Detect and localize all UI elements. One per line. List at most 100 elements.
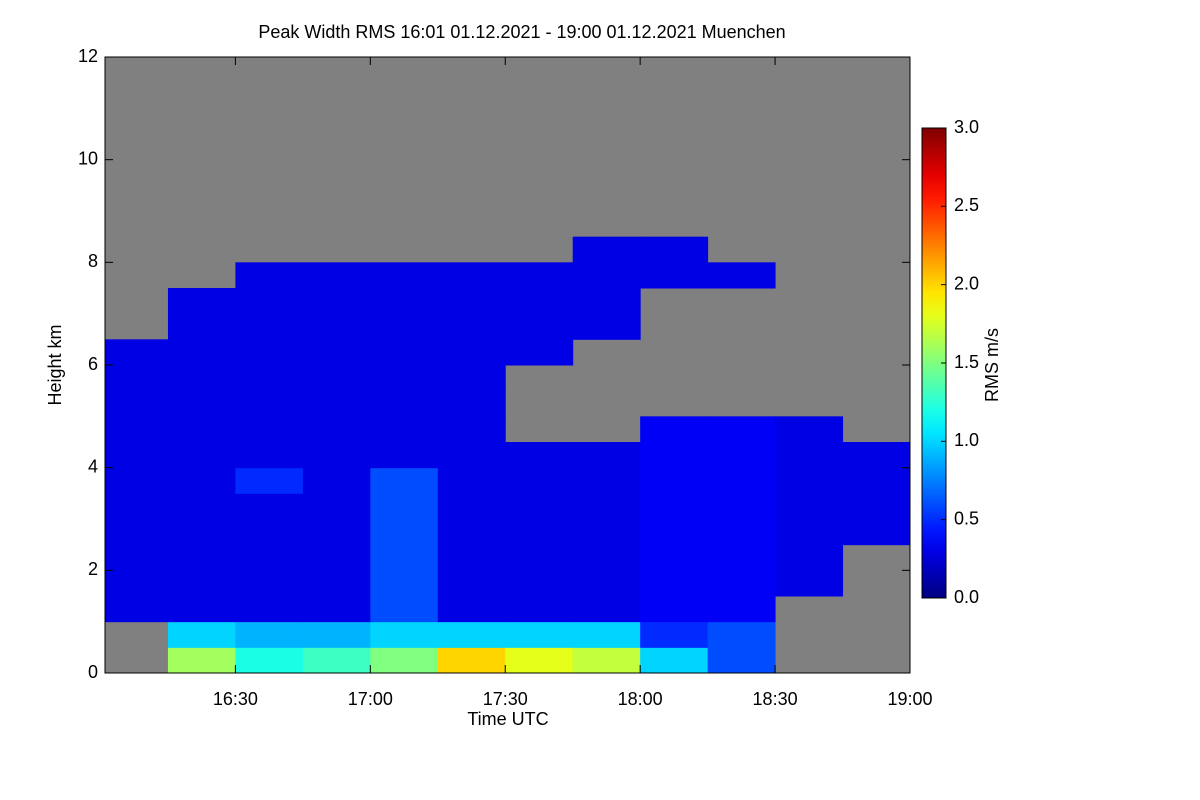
heatmap-cell — [640, 519, 709, 546]
heatmap-cell — [105, 570, 169, 597]
heatmap-cell — [235, 493, 304, 520]
heatmap-cell — [437, 390, 506, 417]
heatmap-cell — [105, 390, 169, 417]
heatmap-cell — [302, 339, 371, 366]
colorbar-tick-label: 1.5 — [954, 352, 979, 372]
heatmap-cell — [167, 390, 236, 417]
heatmap-cell — [105, 519, 169, 546]
heatmap-cell — [370, 313, 439, 340]
x-tick-label: 19:00 — [887, 689, 932, 709]
heatmap-cell — [572, 596, 641, 623]
heatmap-cell — [572, 570, 641, 597]
heatmap-cell — [105, 339, 169, 366]
heatmap-cell — [105, 442, 169, 469]
x-tick-label: 16:30 — [213, 689, 258, 709]
heatmap-cell — [437, 313, 506, 340]
heatmap-cell — [370, 647, 439, 673]
heatmap-cell — [707, 544, 776, 571]
colorbar-tick-label: 1.0 — [954, 430, 979, 450]
y-tick-label: 10 — [78, 148, 98, 168]
heatmap-cell — [707, 570, 776, 597]
heatmap-cell — [707, 467, 776, 494]
heatmap-cells — [105, 236, 910, 673]
colorbar-tick-label: 3.0 — [954, 117, 979, 137]
heatmap-cell — [302, 544, 371, 571]
heatmap-cell — [775, 570, 844, 597]
heatmap-cell — [370, 621, 439, 648]
heatmap-cell — [167, 288, 236, 315]
heatmap-cell — [707, 647, 776, 673]
x-tick-label: 17:30 — [483, 689, 528, 709]
heatmap-cell — [640, 596, 709, 623]
heatmap-cell — [302, 416, 371, 443]
heatmap-cell — [707, 621, 776, 648]
heatmap-cell — [370, 442, 439, 469]
heatmap-cell — [572, 442, 641, 469]
y-tick-label: 12 — [78, 46, 98, 66]
y-tick-label: 0 — [88, 662, 98, 682]
heatmap-cell — [235, 390, 304, 417]
colorbar-tick-label: 2.5 — [954, 195, 979, 215]
heatmap-cell — [235, 339, 304, 366]
heatmap-cell — [842, 519, 910, 546]
heatmap-cell — [640, 416, 709, 443]
heatmap-cell — [505, 262, 574, 289]
heatmap-cell — [235, 544, 304, 571]
heatmap-cell — [105, 365, 169, 392]
heatmap-cell — [437, 621, 506, 648]
heatmap-cell — [505, 519, 574, 546]
heatmap-cell — [370, 570, 439, 597]
heatmap-cell — [167, 544, 236, 571]
heatmap-cell — [640, 262, 709, 289]
heatmap-cell — [302, 313, 371, 340]
heatmap-cell — [302, 467, 371, 494]
heatmap-cell — [775, 467, 844, 494]
heatmap-cell — [370, 339, 439, 366]
heatmap-cell — [437, 544, 506, 571]
heatmap-cell — [842, 442, 910, 469]
heatmap-cell — [235, 519, 304, 546]
heatmap-cell — [437, 647, 506, 673]
heatmap-cell — [167, 519, 236, 546]
heatmap-cell — [437, 493, 506, 520]
colorbar-tick-label: 2.0 — [954, 273, 979, 293]
heatmap-cell — [235, 442, 304, 469]
heatmap-cell — [640, 621, 709, 648]
chart-title: Peak Width RMS 16:01 01.12.2021 - 19:00 … — [258, 22, 785, 42]
heatmap-cell — [505, 467, 574, 494]
x-tick-label: 18:00 — [618, 689, 663, 709]
heatmap-cell — [437, 416, 506, 443]
heatmap-cell — [775, 493, 844, 520]
heatmap-cell — [572, 262, 641, 289]
heatmap-cell — [370, 493, 439, 520]
heatmap-cell — [572, 236, 641, 263]
heatmap-cell — [105, 544, 169, 571]
heatmap-cell — [775, 544, 844, 571]
heatmap-cell — [302, 621, 371, 648]
heatmap-cell — [167, 313, 236, 340]
heatmap-cell — [235, 365, 304, 392]
heatmap-cell — [235, 313, 304, 340]
x-axis-label: Time UTC — [467, 709, 548, 729]
heatmap-cell — [302, 570, 371, 597]
heatmap-cell — [302, 442, 371, 469]
heatmap-cell — [167, 493, 236, 520]
heatmap-cell — [640, 493, 709, 520]
heatmap-cell — [105, 596, 169, 623]
heatmap-cell — [572, 519, 641, 546]
heatmap-cell — [437, 262, 506, 289]
heatmap-cell — [370, 467, 439, 494]
heatmap-cell — [105, 467, 169, 494]
heatmap-cell — [235, 570, 304, 597]
heatmap-cell — [235, 647, 304, 673]
heatmap-cell — [235, 596, 304, 623]
heatmap-cell — [370, 544, 439, 571]
heatmap-cell — [572, 493, 641, 520]
heatmap-cell — [437, 570, 506, 597]
heatmap-cell — [167, 339, 236, 366]
heatmap-cell — [370, 262, 439, 289]
heatmap-cell — [707, 416, 776, 443]
heatmap-cell — [572, 544, 641, 571]
heatmap-cell — [302, 647, 371, 673]
